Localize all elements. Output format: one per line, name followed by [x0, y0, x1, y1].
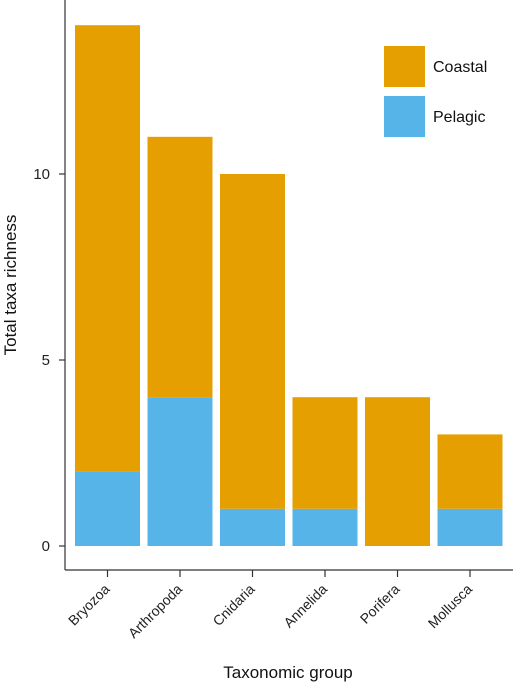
x-tick-label-bryozoa: Bryozoa [65, 581, 113, 629]
bar-coastal-cnidaria [220, 174, 285, 509]
bar-pelagic-cnidaria [220, 508, 285, 546]
x-tick-label-annelida: Annelida [280, 581, 330, 631]
bar-coastal-arthropoda [147, 136, 213, 398]
y-tick-label: 10 [33, 166, 50, 183]
bar-coastal-annelida [292, 397, 358, 509]
bar-pelagic-bryozoa [75, 471, 140, 546]
y-tick-label: 0 [42, 538, 50, 555]
x-ticks: Bryozoa Arthropoda Cnidaria Annelida Porifer… [65, 570, 475, 641]
legend-swatch-coastal [384, 46, 425, 87]
axes [64, 0, 513, 571]
legend-label-pelagic: Pelagic [433, 109, 485, 126]
y-ticks: 0 5 10 [33, 166, 65, 555]
x-tick-label-arthropoda: Arthropoda [125, 581, 185, 641]
bar-pelagic-annelida [292, 508, 358, 546]
bar-pelagic-mollusca [437, 508, 503, 546]
legend-swatch-pelagic [384, 96, 425, 137]
legend: Coastal Pelagic [384, 46, 487, 137]
bar-coastal-bryozoa [75, 25, 140, 472]
y-tick-label: 5 [42, 352, 50, 369]
bar-pelagic-arthropoda [147, 397, 213, 546]
bar-coastal-mollusca [437, 434, 503, 509]
legend-label-coastal: Coastal [433, 59, 487, 76]
x-tick-label-cnidaria: Cnidaria [209, 581, 257, 629]
x-axis-title: Taxonomic group [223, 663, 352, 682]
bar-coastal-porifera [365, 397, 430, 546]
bars [75, 25, 503, 546]
x-tick-label-porifera: Porifera [357, 581, 403, 627]
y-axis-title: Total taxa richness [1, 215, 20, 356]
x-tick-label-mollusca: Mollusca [425, 581, 476, 632]
